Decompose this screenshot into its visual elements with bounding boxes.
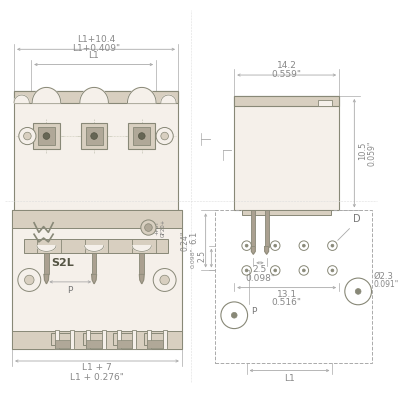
Text: 0.059": 0.059" — [367, 141, 376, 166]
Bar — [234, 96, 339, 210]
Bar — [318, 100, 332, 106]
Polygon shape — [37, 246, 56, 251]
Circle shape — [245, 244, 248, 247]
Circle shape — [302, 244, 305, 247]
Bar — [265, 210, 268, 247]
Text: 0.516": 0.516" — [272, 298, 302, 307]
Text: Ø2.3: Ø2.3 — [374, 272, 393, 281]
Bar — [117, 329, 121, 348]
Bar — [14, 91, 178, 253]
Text: 2.5: 2.5 — [197, 250, 206, 262]
Circle shape — [43, 133, 50, 139]
Circle shape — [156, 128, 173, 145]
Circle shape — [274, 244, 277, 247]
Bar — [33, 123, 60, 149]
Text: L1+0.409": L1+0.409" — [72, 44, 120, 53]
Circle shape — [274, 269, 277, 272]
Bar — [215, 210, 372, 363]
Bar — [24, 239, 168, 253]
Bar — [133, 128, 150, 145]
Text: D: D — [353, 214, 361, 224]
Text: L1+10.4: L1+10.4 — [77, 35, 115, 44]
Bar — [86, 128, 103, 145]
Text: S2L: S2L — [51, 258, 74, 268]
Bar — [234, 96, 339, 106]
Polygon shape — [80, 88, 108, 103]
Bar — [132, 329, 136, 348]
Text: 2.5: 2.5 — [253, 265, 267, 274]
Circle shape — [355, 289, 361, 294]
Polygon shape — [132, 246, 151, 251]
Bar — [139, 253, 144, 274]
Text: 0.098": 0.098" — [191, 248, 196, 268]
Bar — [86, 340, 102, 348]
Circle shape — [231, 312, 237, 318]
Bar — [83, 333, 106, 345]
Bar — [55, 329, 59, 348]
Text: P: P — [68, 286, 73, 295]
Bar — [51, 333, 74, 345]
Text: 10.5: 10.5 — [358, 141, 368, 160]
Text: 13.1: 13.1 — [277, 290, 297, 299]
Text: L1: L1 — [284, 374, 295, 383]
Polygon shape — [14, 95, 29, 103]
Polygon shape — [128, 88, 156, 103]
Circle shape — [302, 269, 305, 272]
Bar — [117, 340, 132, 348]
Text: 0.098": 0.098" — [245, 274, 275, 283]
Bar — [242, 210, 332, 215]
Bar — [148, 329, 151, 348]
Bar — [148, 340, 163, 348]
Bar — [102, 329, 106, 348]
Bar — [12, 210, 182, 228]
Circle shape — [161, 132, 168, 140]
Text: 0.24": 0.24" — [180, 230, 189, 251]
Circle shape — [160, 275, 170, 285]
Polygon shape — [251, 247, 255, 254]
Bar — [128, 123, 155, 149]
Text: 0.559": 0.559" — [272, 70, 302, 78]
Bar — [38, 128, 55, 145]
Bar — [12, 210, 182, 348]
Bar — [113, 333, 136, 345]
Circle shape — [245, 269, 248, 272]
Text: 14.2: 14.2 — [277, 61, 297, 70]
Polygon shape — [84, 246, 104, 251]
Circle shape — [331, 244, 334, 247]
Text: 0.091": 0.091" — [374, 280, 399, 289]
Circle shape — [24, 275, 34, 285]
Polygon shape — [139, 274, 144, 284]
Circle shape — [141, 220, 156, 235]
Bar — [14, 91, 178, 103]
Text: L1: L1 — [88, 51, 99, 61]
Circle shape — [19, 128, 36, 145]
Bar — [92, 253, 96, 274]
Circle shape — [18, 268, 41, 291]
Text: L1 + 7: L1 + 7 — [82, 363, 112, 372]
Bar — [44, 253, 49, 274]
Bar — [163, 329, 166, 348]
Circle shape — [153, 268, 176, 291]
Polygon shape — [44, 274, 49, 284]
Circle shape — [91, 133, 98, 139]
Circle shape — [331, 269, 334, 272]
Circle shape — [24, 132, 31, 140]
Text: +PBT
GF20+: +PBT GF20+ — [154, 219, 165, 237]
Polygon shape — [161, 95, 176, 103]
Circle shape — [138, 133, 145, 139]
Bar — [144, 333, 166, 345]
Bar — [55, 340, 70, 348]
Polygon shape — [265, 247, 268, 254]
Text: P: P — [251, 307, 257, 316]
Bar — [81, 123, 108, 149]
Bar — [251, 210, 255, 247]
Polygon shape — [32, 88, 61, 103]
Text: L1 + 0.276": L1 + 0.276" — [70, 373, 124, 382]
Bar — [12, 331, 182, 348]
Polygon shape — [92, 274, 96, 284]
Bar — [86, 329, 90, 348]
Text: 6.1: 6.1 — [190, 231, 199, 244]
Bar — [70, 329, 74, 348]
Circle shape — [145, 224, 152, 231]
